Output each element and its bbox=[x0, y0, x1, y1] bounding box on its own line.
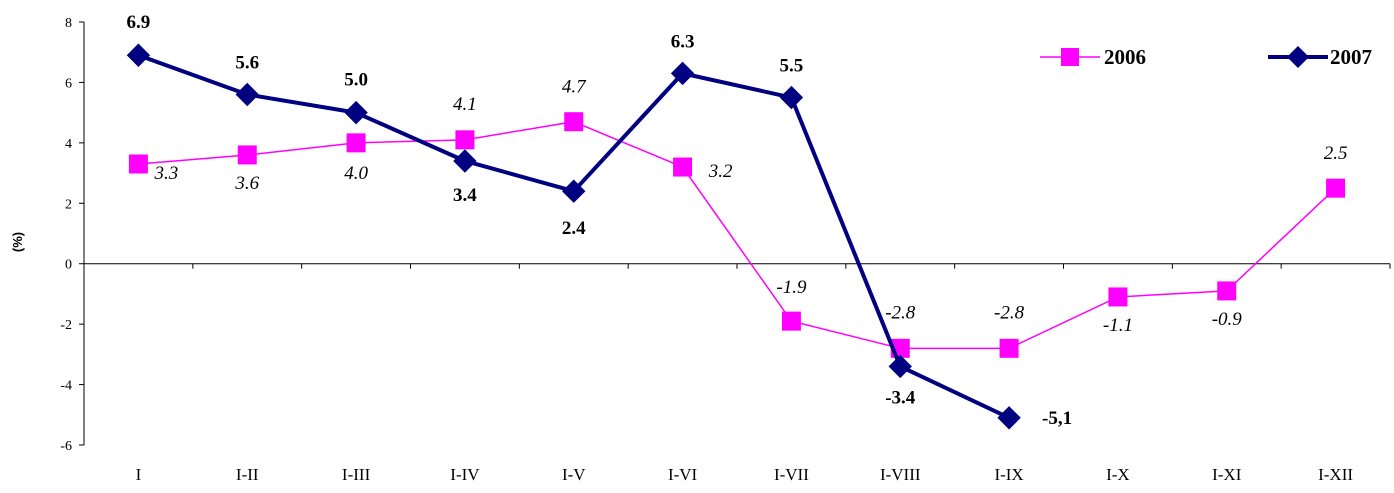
x-tick-label: I-XI bbox=[1212, 465, 1242, 484]
point-2006 bbox=[782, 312, 800, 330]
point-2007 bbox=[998, 407, 1020, 429]
x-tick-label: I-VII bbox=[774, 465, 809, 484]
legend-marker-2007 bbox=[1287, 46, 1309, 68]
data-label-2006: 2.5 bbox=[1324, 143, 1348, 164]
point-2006 bbox=[1218, 282, 1236, 300]
data-label-2007: 3.4 bbox=[453, 185, 477, 206]
y-tick-label: 4 bbox=[65, 137, 72, 152]
y-tick-label: 8 bbox=[65, 16, 72, 31]
data-label-2007: 5.5 bbox=[780, 56, 804, 77]
y-tick-label: 2 bbox=[65, 197, 72, 212]
data-label-2006: -0.9 bbox=[1212, 309, 1243, 330]
data-label-2007: -5,1 bbox=[1042, 408, 1072, 429]
point-2007 bbox=[345, 102, 367, 124]
series-2006-line bbox=[138, 122, 1335, 349]
legend-marker-2006 bbox=[1061, 48, 1079, 66]
point-2006 bbox=[1109, 288, 1127, 306]
point-2007 bbox=[889, 355, 911, 377]
x-tick-label: I-X bbox=[1106, 465, 1130, 484]
x-tick-label: I-IV bbox=[450, 465, 480, 484]
x-tick-label: I-VI bbox=[668, 465, 698, 484]
data-label-2006: 3.6 bbox=[234, 173, 259, 194]
point-2007 bbox=[127, 44, 149, 66]
data-label-2006: -1.1 bbox=[1103, 315, 1133, 336]
point-2006 bbox=[456, 131, 474, 149]
point-2006 bbox=[129, 155, 147, 173]
data-label-2006: 3.2 bbox=[708, 161, 733, 182]
y-tick-label: -4 bbox=[60, 379, 72, 394]
x-tick-label: I-IX bbox=[994, 465, 1023, 484]
data-label-2006: 3.3 bbox=[154, 163, 179, 184]
y-tick-label: 0 bbox=[65, 258, 72, 273]
x-tick-label: I bbox=[136, 465, 142, 484]
point-2006 bbox=[347, 134, 365, 152]
y-tick-label: 6 bbox=[65, 76, 72, 91]
legend-label-2007: 2007 bbox=[1330, 45, 1372, 69]
point-2007 bbox=[236, 84, 258, 106]
series-2006: 3.3 3.6 4.0 4.1 4.7 3.2 -1.9 -2.8 -2.8 -1.1 -0.9 2.… bbox=[129, 77, 1347, 358]
data-label-2007: 2.4 bbox=[562, 218, 586, 239]
data-label-2006: -2.8 bbox=[994, 302, 1025, 323]
data-label-2007: -3.4 bbox=[885, 387, 916, 408]
data-label-2006: -2.8 bbox=[885, 302, 916, 323]
x-tick-label: I-II bbox=[236, 465, 259, 484]
y-axis-label: (%) bbox=[10, 232, 25, 252]
x-tick-label: I-VIII bbox=[880, 465, 921, 484]
x-tick-label: I-III bbox=[342, 465, 371, 484]
point-2006 bbox=[238, 146, 256, 164]
point-2006 bbox=[674, 158, 692, 176]
data-label-2007: 5.6 bbox=[235, 53, 259, 74]
series-2007: 6.9 5.6 5.0 3.4 2.4 6.3 5.5 -3.4 -5,1 bbox=[127, 12, 1073, 429]
x-tick-label: I-V bbox=[562, 465, 586, 484]
data-label-2006: 4.0 bbox=[344, 163, 368, 184]
data-label-2007: 6.3 bbox=[671, 31, 695, 52]
data-label-2007: 6.9 bbox=[127, 12, 151, 33]
point-2006 bbox=[1327, 179, 1345, 197]
x-tick-label: I-XII bbox=[1318, 465, 1353, 484]
point-2007 bbox=[454, 150, 476, 172]
data-label-2006: 4.7 bbox=[562, 77, 587, 98]
legend-label-2006: 2006 bbox=[1104, 45, 1146, 69]
data-label-2006: -1.9 bbox=[776, 277, 807, 298]
y-tick-label: -6 bbox=[60, 439, 72, 454]
point-2007 bbox=[780, 87, 802, 109]
data-label-2006: 4.1 bbox=[453, 94, 477, 115]
point-2006 bbox=[565, 113, 583, 131]
legend: 2006 2007 bbox=[1040, 45, 1372, 69]
axes: -6 -4 -2 0 2 4 6 8 I I-II I-III I-IV I-V I-VI I-VII I-V… bbox=[60, 16, 1390, 484]
y-tick-label: -2 bbox=[60, 318, 72, 333]
point-2006 bbox=[1000, 339, 1018, 357]
data-label-2007: 5.0 bbox=[344, 70, 368, 91]
